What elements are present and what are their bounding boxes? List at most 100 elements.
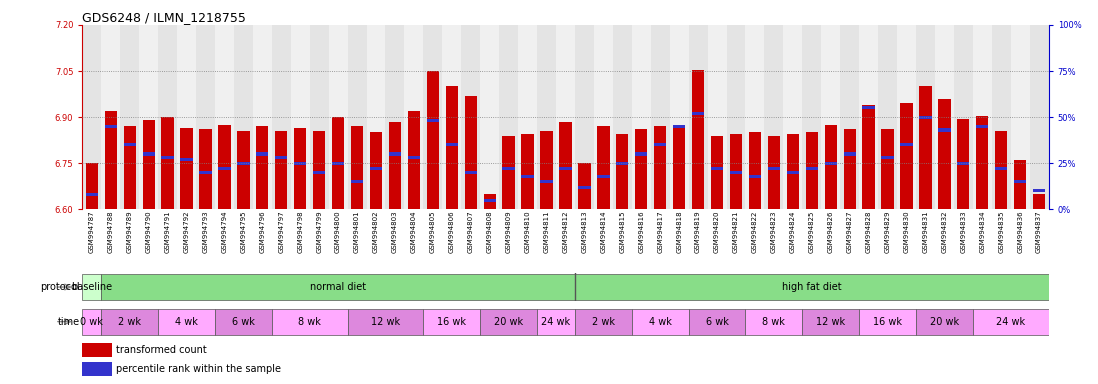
Bar — [579, 163, 591, 209]
Bar — [158, 309, 215, 334]
Bar — [461, 25, 480, 209]
Bar — [522, 175, 534, 178]
Bar — [446, 86, 458, 209]
Bar — [82, 274, 101, 300]
Text: 24 wk: 24 wk — [996, 316, 1026, 327]
Bar — [688, 309, 746, 334]
Bar — [692, 70, 704, 209]
Bar — [746, 309, 803, 334]
Bar — [957, 162, 970, 165]
Text: 16 wk: 16 wk — [873, 316, 903, 327]
Bar — [219, 167, 231, 170]
Bar — [613, 25, 631, 209]
Bar — [367, 25, 385, 209]
Bar — [575, 309, 631, 334]
Bar — [86, 193, 98, 196]
Text: 12 wk: 12 wk — [371, 316, 400, 327]
Bar — [882, 156, 894, 159]
Bar — [764, 25, 783, 209]
Bar — [919, 116, 931, 119]
Text: transformed count: transformed count — [116, 345, 206, 355]
Bar — [82, 25, 101, 209]
Bar — [537, 25, 556, 209]
Bar — [237, 131, 249, 209]
Bar — [276, 131, 288, 209]
Bar — [995, 167, 1007, 170]
Bar — [294, 162, 306, 165]
Bar — [916, 25, 934, 209]
Bar — [180, 158, 193, 161]
Bar — [957, 119, 970, 209]
Bar — [559, 167, 572, 170]
Bar — [427, 71, 439, 209]
Bar — [256, 126, 269, 209]
Bar — [616, 134, 628, 209]
Bar — [597, 126, 609, 209]
Bar — [180, 128, 193, 209]
Bar — [404, 25, 424, 209]
Bar — [1015, 180, 1027, 183]
Bar — [651, 25, 670, 209]
Bar — [995, 131, 1007, 209]
Bar — [121, 25, 139, 209]
Text: 8 wk: 8 wk — [762, 316, 785, 327]
Bar — [272, 309, 348, 334]
Bar — [158, 25, 177, 209]
Bar — [500, 25, 518, 209]
Bar — [843, 129, 855, 209]
Bar — [1015, 160, 1027, 209]
Bar — [389, 152, 401, 156]
Bar — [256, 152, 269, 156]
Bar — [124, 126, 136, 209]
Text: 6 wk: 6 wk — [232, 316, 255, 327]
Bar — [161, 156, 173, 159]
Text: 2 wk: 2 wk — [119, 316, 142, 327]
Bar — [710, 167, 724, 170]
Bar — [82, 362, 112, 376]
Bar — [139, 25, 158, 209]
Bar — [101, 309, 158, 334]
Bar — [442, 25, 461, 209]
Bar — [919, 86, 931, 209]
Bar — [104, 111, 116, 209]
Bar — [480, 309, 537, 334]
Bar — [389, 122, 401, 209]
Bar — [215, 309, 272, 334]
Bar — [294, 128, 306, 209]
Bar — [843, 152, 855, 156]
Bar — [692, 112, 704, 115]
Bar — [616, 162, 628, 165]
Text: 20 wk: 20 wk — [930, 316, 959, 327]
Bar — [631, 25, 651, 209]
Bar — [351, 180, 363, 183]
Bar — [310, 25, 328, 209]
Bar — [351, 126, 363, 209]
Text: high fat diet: high fat diet — [782, 282, 841, 292]
Bar — [237, 162, 249, 165]
Bar — [786, 134, 799, 209]
Bar — [882, 129, 894, 209]
Bar — [407, 156, 421, 159]
Bar — [1030, 25, 1049, 209]
Bar — [503, 136, 515, 209]
Bar — [480, 25, 500, 209]
Bar — [427, 119, 439, 122]
Bar — [86, 163, 98, 209]
Bar — [370, 132, 382, 209]
Bar — [897, 25, 916, 209]
Text: 20 wk: 20 wk — [494, 316, 523, 327]
Bar — [934, 25, 954, 209]
Bar — [483, 199, 496, 202]
Bar — [559, 122, 572, 209]
Text: 8 wk: 8 wk — [299, 316, 321, 327]
Bar — [973, 309, 1049, 334]
Bar — [746, 25, 764, 209]
Text: 16 wk: 16 wk — [437, 316, 467, 327]
Bar — [385, 25, 404, 209]
Bar — [370, 167, 382, 170]
Bar — [900, 143, 912, 146]
Bar — [464, 96, 477, 209]
Bar — [768, 136, 780, 209]
Bar — [446, 143, 458, 146]
Bar — [348, 309, 424, 334]
